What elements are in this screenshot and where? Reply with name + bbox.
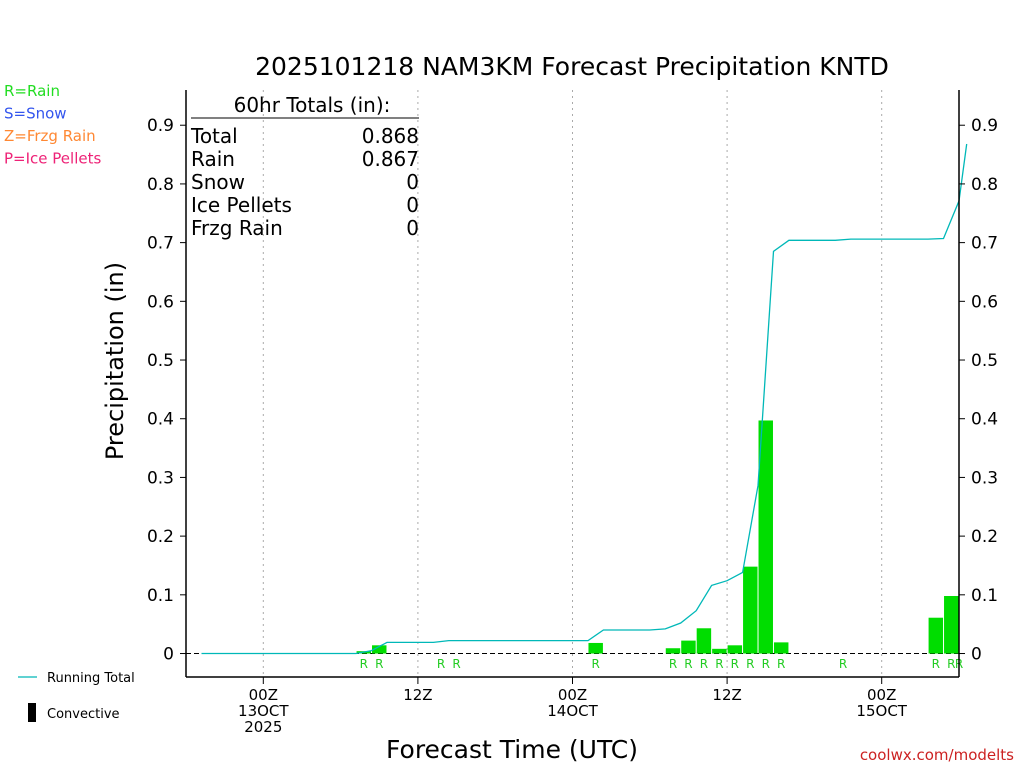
precip-bar <box>696 628 712 654</box>
precip-bar <box>928 617 944 654</box>
convective-legend-label: Convective <box>47 707 120 722</box>
x-tick-label: 00Z <box>867 686 896 704</box>
y-tick-label-right: 0 <box>971 645 982 665</box>
x-tick-label: 15OCT <box>856 702 907 720</box>
convective-legend-swatch <box>28 703 36 722</box>
y-tick-label-right: 0.5 <box>971 351 998 371</box>
y-tick-label-right: 0.9 <box>971 116 998 136</box>
totals-box-title: 60hr Totals (in): <box>234 93 391 117</box>
precip-type-label: R <box>669 657 677 671</box>
precip-type-label: R <box>731 657 739 671</box>
precip-type-legend: R=Rain S=Snow Z=Frzg Rain P=Ice Pellets <box>4 82 101 168</box>
y-tick-label-left: 0.7 <box>147 234 174 254</box>
totals-row-label: Snow <box>191 170 245 194</box>
precip-bar <box>773 642 789 654</box>
precip-type-label: R <box>592 657 600 671</box>
y-tick-label-right: 0.1 <box>971 586 998 606</box>
precip-type-label: R <box>360 657 368 671</box>
y-tick-label-right: 0.8 <box>971 175 998 195</box>
y-tick-label-right: 0.2 <box>971 527 998 547</box>
bottom-legend: Running Total Convective <box>18 671 135 722</box>
totals-row-value: 0.867 <box>362 147 419 171</box>
precip-bar <box>681 640 696 654</box>
credit-text: coolwx.com/modelts <box>860 746 1014 764</box>
totals-row-value: 0.868 <box>362 124 419 148</box>
y-tick-label-left: 0.6 <box>147 292 174 312</box>
precip-type-label: R <box>932 657 940 671</box>
y-tick-label-right: 0.3 <box>971 468 998 488</box>
y-axis-label: Precipitation (in) <box>101 262 129 460</box>
running-total-legend-label: Running Total <box>47 671 135 686</box>
y-tick-label-left: 0.8 <box>147 175 174 195</box>
y-tick-label-left: 0 <box>163 645 174 665</box>
y-tick-label-left: 0.9 <box>147 116 174 136</box>
precip-bar <box>758 420 773 654</box>
totals-row-label: Ice Pellets <box>191 193 292 217</box>
precip-bar <box>712 648 727 654</box>
precip-type-legend-item: R=Rain <box>4 82 60 100</box>
precip-bar <box>944 595 959 654</box>
y-tick-label-right: 0.4 <box>971 410 998 430</box>
precip-bar <box>665 648 681 654</box>
y-tick-label-left: 0.1 <box>147 586 174 606</box>
totals-row-label: Rain <box>191 147 235 171</box>
precip-type-label: R <box>947 657 955 671</box>
x-tick-label: 13OCT <box>238 702 289 720</box>
y-tick-label-left: 0.4 <box>147 410 174 430</box>
y-tick-label-right: 0.6 <box>971 292 998 312</box>
precip-type-legend-item: S=Snow <box>4 105 67 123</box>
running-total-line <box>201 143 968 655</box>
precip-type-label: R <box>375 657 383 671</box>
precip-type-label: R <box>715 657 723 671</box>
totals-row-value: 0 <box>406 170 419 194</box>
y-tick-label-left: 0.5 <box>147 351 174 371</box>
y-tick-label-left: 0.3 <box>147 468 174 488</box>
precip-type-label: R <box>684 657 692 671</box>
precip-type-label: R <box>839 657 847 671</box>
precip-bar <box>588 642 603 654</box>
precip-type-label: R <box>437 657 445 671</box>
x-tick-label: 2025 <box>244 718 282 736</box>
totals-row-value: 0 <box>406 193 419 217</box>
chart-title: 2025101218 NAM3KM Forecast Precipitation… <box>255 52 889 81</box>
precip-type-label: R <box>762 657 770 671</box>
y-tick-label-left: 0.2 <box>147 527 174 547</box>
precip-type-label: R <box>777 657 785 671</box>
precip-type-label: R <box>700 657 708 671</box>
totals-row-label: Frzg Rain <box>191 216 283 240</box>
x-tick-label: 14OCT <box>547 702 598 720</box>
precip-type-legend-item: P=Ice Pellets <box>4 150 101 168</box>
precip-bar <box>743 566 758 654</box>
x-axis-label: Forecast Time (UTC) <box>386 735 638 764</box>
totals-row-label: Total <box>190 124 238 148</box>
x-tick-label: 12Z <box>712 686 741 704</box>
precip-bar <box>372 645 387 654</box>
plot-area: RRRRRRRRRRRRRRRRR000.10.10.20.20.30.30.4… <box>147 90 998 736</box>
precip-bar <box>727 645 743 654</box>
x-tick-label: 12Z <box>403 686 432 704</box>
x-tick-label: 00Z <box>558 686 587 704</box>
precip-type-label: R <box>746 657 754 671</box>
precip-type-label: R <box>452 657 460 671</box>
precip-type-legend-item: Z=Frzg Rain <box>4 127 96 145</box>
totals-row-value: 0 <box>406 216 419 240</box>
x-tick-label: 00Z <box>249 686 278 704</box>
y-tick-label-right: 0.7 <box>971 234 998 254</box>
